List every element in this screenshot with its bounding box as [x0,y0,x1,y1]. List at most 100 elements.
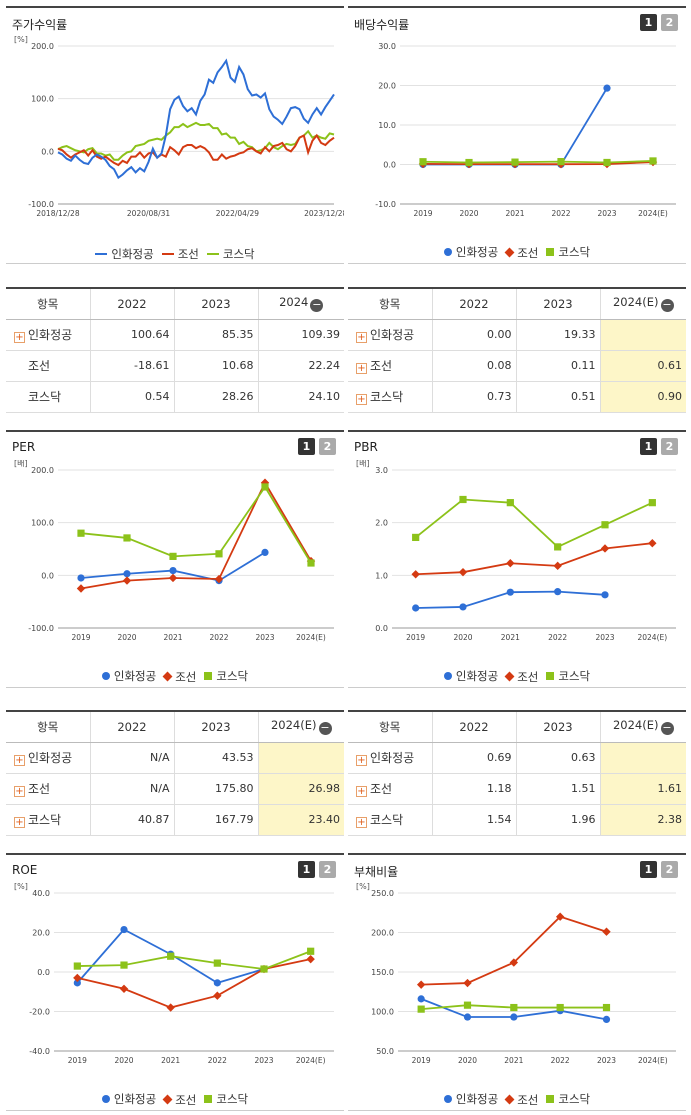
dividend-panel: 배당수익률 1 2 30.0 20.0 10.0 0.0 -10.0 2019 2020 20… [348,6,686,264]
page-2-button[interactable]: 2 [319,861,336,878]
data-point [463,1001,472,1009]
y-tick-label: -20.0 [29,1008,50,1017]
page-2-button[interactable]: 2 [319,438,336,455]
series-line [77,958,311,1009]
page-1-button[interactable]: 1 [640,438,657,455]
page-2-button[interactable]: 2 [661,438,678,455]
data-point [411,570,420,579]
expand-icon[interactable]: + [14,817,25,828]
legend-item[interactable]: 조선 [162,1092,196,1108]
legend-item[interactable]: 인화정공 [443,668,498,684]
table-cell: -18.61 [90,350,175,382]
expand-icon[interactable]: + [14,786,25,797]
legend-item[interactable]: 조선 [161,246,199,262]
row-label[interactable]: + 코스닥 [6,804,91,836]
table-cell: 1.18 [432,773,517,805]
table-row: + 조선 0.08 0.11 0.61 [348,350,686,382]
row-label[interactable]: + 인화정공 [6,742,91,774]
expand-icon[interactable]: + [14,755,25,766]
row-label[interactable]: + 코스닥 [348,804,433,836]
row-label: 코스닥 [6,381,91,413]
table-cell: 0.90 [600,381,686,413]
legend-item[interactable]: 인화정공 [101,668,156,684]
row-label[interactable]: + 인화정공 [6,319,91,351]
row-label[interactable]: + 조선 [348,350,433,382]
legend-swatch [546,672,555,680]
expand-icon[interactable]: + [356,394,367,405]
table-cell: 175.80 [174,773,259,805]
legend-item[interactable]: 코스닥 [206,246,255,262]
legend-item[interactable]: 인화정공 [443,1091,498,1107]
data-point [459,603,467,611]
y-tick-label: 250.0 [371,889,394,898]
table-cell: 26.98 [258,773,344,805]
column-header: 2022 [432,711,517,743]
series-인화정공 [412,588,609,612]
legend-item[interactable]: 코스닥 [546,668,590,684]
legend-item[interactable]: 코스닥 [204,1091,248,1107]
row-label[interactable]: + 조선 [6,773,91,805]
roe-chart: [%] 40.0 20.0 0.0 -20.0 -40.0 2019 2020 2021 2022… [14,883,334,1065]
data-point [602,1015,611,1023]
data-point [119,984,129,993]
page-1-button[interactable]: 1 [640,14,657,31]
data-point [417,995,425,1003]
row-label[interactable]: + 인화정공 [348,319,433,351]
data-point [459,495,467,504]
collapse-icon[interactable]: − [660,298,674,313]
pager: 1 2 [640,438,678,455]
row-label[interactable]: + 조선 [348,773,433,805]
legend-item[interactable]: 조선 [504,245,538,261]
table-cell: 0.51 [516,381,601,413]
page-2-button[interactable]: 2 [661,14,678,31]
x-tick-label: 2020 [453,633,472,642]
collapse-icon[interactable]: − [310,298,324,313]
expand-icon[interactable]: + [14,332,25,343]
y-tick-label: 100.0 [371,1008,394,1017]
page-2-button[interactable]: 2 [661,861,678,878]
column-header: 2023 [174,711,259,743]
legend-item[interactable]: 코스닥 [546,244,590,260]
data-point [260,965,268,973]
legend-item[interactable]: 인화정공 [95,246,154,262]
expand-icon[interactable]: + [356,817,367,828]
data-point [213,959,221,967]
data-point [603,158,611,167]
expand-icon[interactable]: + [356,332,367,343]
expand-icon[interactable]: + [356,755,367,766]
series-line [80,485,312,564]
x-tick-label: 2023 [597,1056,616,1065]
data-point [412,604,420,612]
page-1-button[interactable]: 1 [298,861,315,878]
data-point [506,499,514,507]
x-tick-label: 2023 [255,633,274,642]
collapse-icon[interactable]: − [660,721,674,736]
roe-panel: ROE 1 2 [%] 40.0 20.0 0.0 -20.0 -40.0 2019 2020… [6,853,344,1111]
data-point [123,534,131,542]
row-label[interactable]: + 코스닥 [348,381,433,413]
collapse-icon[interactable]: − [318,721,332,736]
legend-item[interactable]: 인화정공 [101,1091,156,1107]
table-row: + 조선 N/A 175.80 26.98 [6,773,344,805]
data-point [557,158,565,166]
legend-item[interactable]: 조선 [504,669,538,685]
legend-item[interactable]: 조선 [504,1092,539,1108]
row-label[interactable]: + 인화정공 [348,742,433,774]
data-point [465,158,473,167]
legend-item[interactable]: 인화정공 [443,244,498,260]
legend-item[interactable]: 조선 [162,669,196,685]
column-header: 2024(E) − [600,288,686,320]
page-1-button[interactable]: 1 [298,438,315,455]
dividend-table: 항목 2022 2023 2024(E) − + 인화정공 0.00 19.33 + 조선 0.08 0… [348,287,686,413]
legend-label: 조선 [517,1092,539,1107]
page-1-button[interactable]: 1 [640,861,657,878]
legend-swatch [204,672,213,680]
legend-item[interactable]: 코스닥 [204,668,248,684]
legend-item[interactable]: 코스닥 [546,1091,590,1107]
expand-icon[interactable]: + [356,363,367,374]
table-cell: 24.10 [258,381,344,413]
data-point [261,483,269,491]
expand-icon[interactable]: + [356,786,367,797]
legend-swatch [162,671,173,682]
debt-ratio-panel: 부채비율 1 2 [%] 250.0 200.0 150.0 100.0 50.0 2019… [348,853,686,1111]
